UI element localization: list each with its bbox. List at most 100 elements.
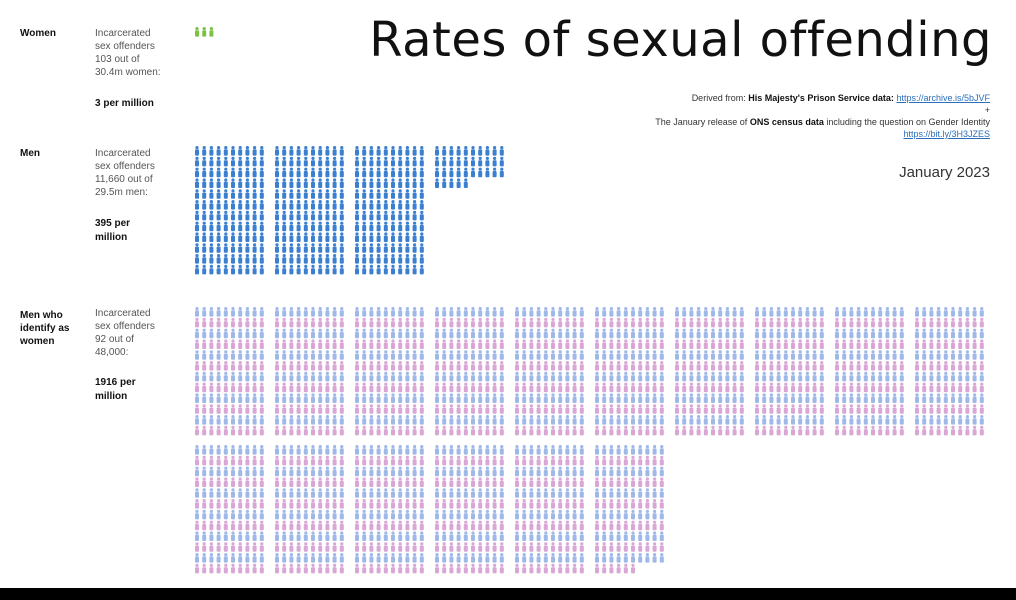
person-figure xyxy=(339,553,344,563)
person-figure xyxy=(311,415,315,425)
person-figure xyxy=(849,339,854,349)
person-figure xyxy=(442,553,447,563)
person-figure xyxy=(675,425,679,436)
person-figure xyxy=(739,425,744,436)
person-figure xyxy=(529,415,534,425)
person-figure xyxy=(223,509,228,520)
person-figure xyxy=(202,189,207,199)
person-figure xyxy=(899,307,904,317)
person-figure xyxy=(442,146,447,156)
person-figure xyxy=(769,425,774,436)
person-figure xyxy=(645,393,650,403)
person-figure xyxy=(471,563,475,574)
person-figure xyxy=(609,563,614,574)
person-figure xyxy=(195,167,199,178)
person-figure xyxy=(311,317,315,328)
person-figure xyxy=(209,232,214,242)
person-figure xyxy=(376,371,381,382)
person-figure xyxy=(216,189,221,199)
person-figure xyxy=(339,307,344,317)
person-figure xyxy=(551,563,555,574)
person-figure xyxy=(936,425,941,436)
person-figure xyxy=(442,499,447,509)
person-figure xyxy=(711,307,715,317)
person-figure xyxy=(362,221,367,232)
person-figure xyxy=(659,339,664,349)
person-figure xyxy=(471,425,475,436)
person-figure xyxy=(376,382,381,393)
person-figure xyxy=(659,531,664,541)
person-figure xyxy=(202,167,207,178)
person-figure xyxy=(405,371,410,382)
person-figure xyxy=(878,393,883,403)
person-figure xyxy=(419,210,424,221)
person-figure xyxy=(311,264,315,275)
source-prison-link[interactable]: https://archive.is/5bJVF xyxy=(896,93,990,103)
person-figure xyxy=(296,350,301,360)
person-figure xyxy=(252,445,257,455)
person-figure xyxy=(216,210,221,221)
person-figure xyxy=(202,445,207,455)
person-figure xyxy=(223,210,228,221)
person-figure xyxy=(929,339,934,349)
person-figure xyxy=(209,542,214,552)
person-figure xyxy=(485,499,490,509)
row-desc-men: Incarcerated sex offenders 11,660 out of… xyxy=(95,147,180,199)
person-figure xyxy=(718,350,723,360)
person-figure xyxy=(456,361,461,371)
person-figure xyxy=(529,477,534,487)
person-figure xyxy=(339,178,344,188)
person-figure xyxy=(325,350,330,360)
person-figure xyxy=(383,371,388,382)
person-figure xyxy=(616,563,621,574)
person-figure xyxy=(565,509,570,520)
person-figure xyxy=(572,404,577,414)
person-figure xyxy=(645,415,650,425)
person-figure xyxy=(355,404,359,414)
person-figure xyxy=(259,563,264,574)
person-figure xyxy=(972,425,977,436)
person-figure xyxy=(355,531,359,541)
person-figure xyxy=(915,404,919,414)
person-figure xyxy=(289,382,294,393)
person-figure xyxy=(515,499,519,509)
person-figure xyxy=(231,563,235,574)
person-figure xyxy=(579,307,584,317)
person-figure xyxy=(529,520,534,531)
person-figure xyxy=(275,553,279,563)
person-figure xyxy=(929,350,934,360)
person-figure xyxy=(325,307,330,317)
person-figure xyxy=(355,210,359,221)
person-figure xyxy=(543,477,548,487)
person-figure xyxy=(252,167,257,178)
person-figure xyxy=(609,499,614,509)
person-figure xyxy=(303,509,308,520)
person-figure xyxy=(391,445,395,455)
person-figure xyxy=(529,509,534,520)
person-figure xyxy=(696,339,701,349)
person-figure xyxy=(231,455,235,466)
person-figure xyxy=(696,415,701,425)
person-figure xyxy=(856,393,861,403)
person-figure xyxy=(631,415,635,425)
person-figure xyxy=(209,425,214,436)
person-figure xyxy=(739,350,744,360)
person-figure xyxy=(551,445,555,455)
person-figure xyxy=(332,307,337,317)
source-census-link[interactable]: https://bit.ly/3H3JZES xyxy=(903,129,990,139)
person-figure xyxy=(769,371,774,382)
person-figure xyxy=(355,254,359,264)
person-figure xyxy=(645,307,650,317)
person-figure xyxy=(885,371,890,382)
person-figure xyxy=(638,371,643,382)
person-figure xyxy=(282,542,287,552)
person-figure xyxy=(318,264,323,275)
person-figure xyxy=(238,146,243,156)
person-figure xyxy=(492,156,497,167)
person-figure xyxy=(391,553,395,563)
person-figure xyxy=(259,509,264,520)
person-figure xyxy=(572,317,577,328)
person-figure xyxy=(682,425,687,436)
person-figure xyxy=(791,425,795,436)
person-figure xyxy=(979,317,984,328)
